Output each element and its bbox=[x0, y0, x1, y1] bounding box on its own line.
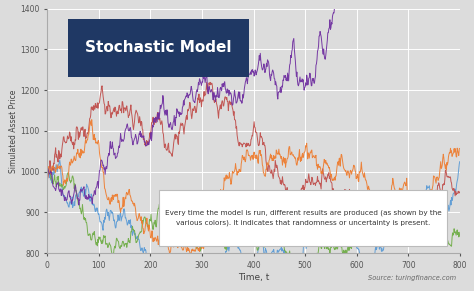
Text: Stochastic Model: Stochastic Model bbox=[85, 40, 232, 55]
Text: Source: turingfinance.com: Source: turingfinance.com bbox=[367, 275, 456, 281]
FancyBboxPatch shape bbox=[68, 19, 249, 77]
Text: Every time the model is run, different results are produced (as shown by the
var: Every time the model is run, different r… bbox=[164, 210, 441, 226]
Y-axis label: Simulated Asset Price: Simulated Asset Price bbox=[9, 89, 18, 173]
FancyBboxPatch shape bbox=[159, 190, 447, 246]
X-axis label: Time, t: Time, t bbox=[238, 273, 269, 282]
